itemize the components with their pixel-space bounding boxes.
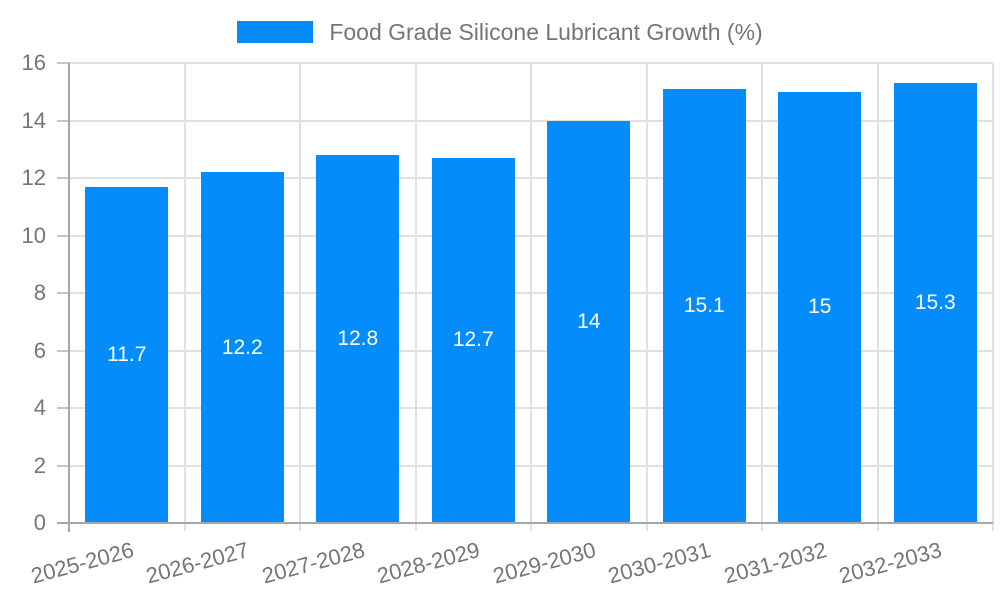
bar-value-label: 14 — [577, 309, 601, 333]
y-axis-tick — [57, 62, 69, 64]
x-axis-line — [57, 522, 993, 524]
bar-value-label: 12.8 — [337, 327, 379, 350]
y-axis-label: 16 — [21, 50, 46, 75]
bar[interactable]: 12.7 — [431, 157, 515, 523]
bar[interactable]: 11.7 — [85, 186, 169, 523]
bar[interactable]: 15.3 — [893, 83, 977, 523]
y-axis-tick — [57, 234, 69, 237]
bar-value-label: 11.7 — [107, 342, 147, 366]
x-axis-label: 2029-2030 — [489, 537, 598, 589]
x-axis-label: 2025-2026 — [27, 537, 136, 589]
x-gridline — [183, 63, 186, 531]
x-axis-label: 2030-2031 — [605, 537, 714, 589]
bar-value-label: 12.2 — [221, 335, 263, 359]
y-axis-label: 8 — [33, 280, 46, 305]
bar[interactable]: 12.8 — [316, 155, 400, 523]
y-axis-label: 0 — [33, 510, 46, 535]
y-axis-tick — [57, 407, 69, 409]
x-axis-label: 2026-2027 — [143, 537, 252, 589]
y-axis-tick — [57, 292, 69, 294]
y-axis-tick — [57, 119, 69, 122]
x-gridline — [530, 63, 532, 531]
x-gridline — [645, 63, 648, 531]
legend-label: Food Grade Silicone Lubricant Growth (%) — [329, 18, 763, 45]
y-axis-label: 6 — [33, 337, 46, 363]
bar[interactable]: 14 — [547, 120, 631, 523]
x-axis-label: 2028-2029 — [374, 537, 483, 589]
bar-value-label: 15.3 — [914, 291, 956, 315]
x-gridline — [992, 63, 994, 531]
x-gridline — [761, 63, 763, 531]
x-axis-label: 2027-2028 — [258, 537, 367, 589]
y-axis-tick — [57, 177, 69, 179]
x-axis-label: 2031-2032 — [720, 537, 829, 589]
y-axis-label: 12 — [21, 165, 46, 190]
x-axis-label: 2032-2033 — [836, 537, 945, 589]
y-axis-tick — [57, 464, 69, 467]
bar-value-label: 15.1 — [683, 293, 725, 317]
bar[interactable]: 15.1 — [662, 88, 746, 523]
x-gridline — [876, 63, 879, 531]
x-gridline — [299, 63, 301, 531]
legend[interactable]: Food Grade Silicone Lubricant Growth (%) — [0, 17, 1000, 47]
y-axis-label: 4 — [33, 395, 46, 420]
y-axis-label: 2 — [33, 452, 46, 478]
bar-value-label: 15 — [808, 295, 832, 319]
y-axis-line — [68, 63, 70, 532]
legend-swatch — [237, 21, 314, 43]
bar[interactable]: 12.2 — [200, 172, 284, 523]
x-gridline — [414, 63, 417, 531]
y-axis-tick — [57, 349, 69, 352]
bar-value-label: 12.7 — [452, 328, 494, 352]
bar[interactable]: 15 — [778, 91, 862, 523]
y-axis-label: 14 — [21, 107, 46, 133]
y-axis-label: 10 — [21, 222, 46, 248]
